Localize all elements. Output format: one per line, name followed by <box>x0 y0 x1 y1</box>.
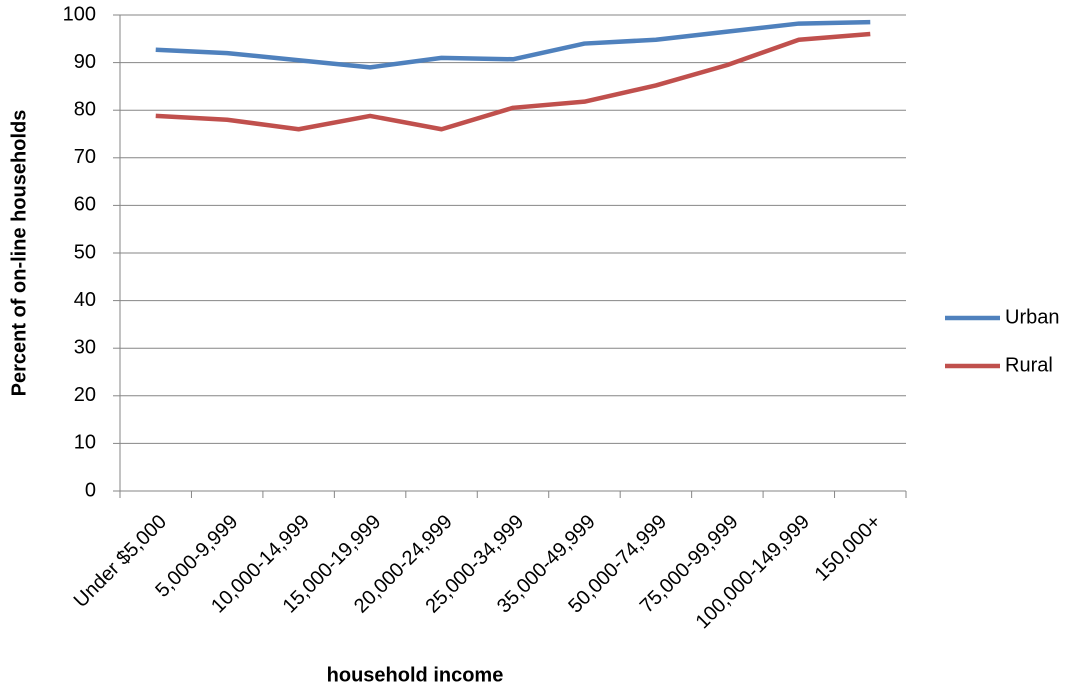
series-line <box>155 19 871 70</box>
legend-label: Rural <box>1005 354 1053 376</box>
y-tick-label: 10 <box>74 432 96 454</box>
y-tick-label: 20 <box>74 384 96 406</box>
y-tick-label: 30 <box>74 336 96 358</box>
series-line <box>155 31 871 132</box>
y-tick-label: 100 <box>63 3 96 25</box>
x-axis-title: household income <box>327 664 504 686</box>
legend-label: Urban <box>1005 306 1059 328</box>
y-tick-label: 60 <box>74 194 96 216</box>
y-tick-label: 70 <box>74 146 96 168</box>
x-tick-label: Under $5,000 <box>70 511 171 612</box>
y-tick-label: 90 <box>74 51 96 73</box>
x-tick-label: 150,000+ <box>811 511 886 586</box>
y-tick-label: 80 <box>74 98 96 120</box>
y-tick-label: 40 <box>74 289 96 311</box>
y-axis-title: Percent of on-line households <box>8 110 30 397</box>
y-tick-label: 0 <box>85 479 96 501</box>
y-tick-label: 50 <box>74 241 96 263</box>
